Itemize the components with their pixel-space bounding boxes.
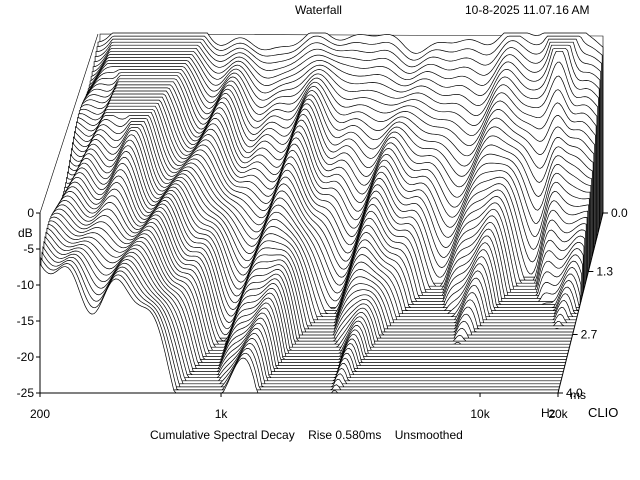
y-tick-label: -10 bbox=[17, 278, 35, 292]
y-axis-label: dB bbox=[18, 226, 33, 240]
y-tick-label: -15 bbox=[17, 314, 35, 328]
decay-slice bbox=[41, 251, 560, 388]
brand-label: CLIO bbox=[588, 405, 619, 420]
z-tick-label: 4.0 bbox=[566, 386, 583, 400]
y-tick-label: -5 bbox=[23, 242, 34, 256]
x-tick-label: 1k bbox=[215, 407, 229, 421]
axes: 0 -5 -10 -15 -20 -25 200 1k 10k 20k 0.0 1.3 2.7 4.0 bbox=[17, 206, 628, 421]
z-tick-label: 0.0 bbox=[611, 206, 628, 220]
x-tick-label: 20k bbox=[548, 407, 568, 421]
chart-title: Waterfall bbox=[295, 3, 342, 17]
decay-slice bbox=[43, 240, 562, 382]
timestamp: 10-8-2025 11.07.16 AM bbox=[465, 3, 590, 17]
y-tick-label: -25 bbox=[17, 386, 35, 400]
x-tick-label: 10k bbox=[470, 407, 490, 421]
y-tick-label: -20 bbox=[17, 350, 35, 364]
decay-slices bbox=[39, 32, 604, 394]
z-tick-label: 2.7 bbox=[581, 328, 598, 342]
x-tick-label: 200 bbox=[30, 407, 50, 421]
y-tick-label: 0 bbox=[27, 206, 34, 220]
caption: Cumulative Spectral Decay Rise 0.580ms U… bbox=[150, 428, 463, 442]
decay-slice bbox=[42, 246, 561, 385]
x-unit-label: Hz bbox=[541, 406, 556, 420]
z-tick-label: 1.3 bbox=[596, 265, 613, 279]
z-unit-label: ms bbox=[570, 388, 586, 402]
